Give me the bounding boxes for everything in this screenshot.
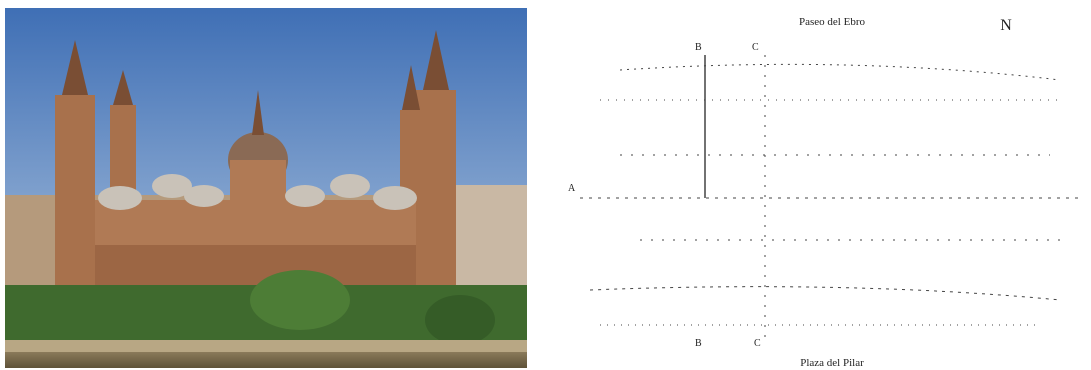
photo: [5, 8, 527, 368]
section-label: C: [752, 42, 759, 53]
top-label: Paseo del Ebro: [799, 16, 865, 28]
section-label: B: [695, 42, 702, 53]
page: Paseo del Ebro Plaza del Pilar N A B C B…: [0, 0, 1091, 370]
floor-plan: Paseo del Ebro Plaza del Pilar N A B C B…: [568, 16, 1080, 369]
north-label: N: [1000, 17, 1012, 34]
section-label: B: [695, 338, 702, 349]
section-label: A: [568, 183, 576, 194]
section-label: C: [754, 338, 761, 349]
bottom-label: Plaza del Pilar: [800, 357, 864, 369]
